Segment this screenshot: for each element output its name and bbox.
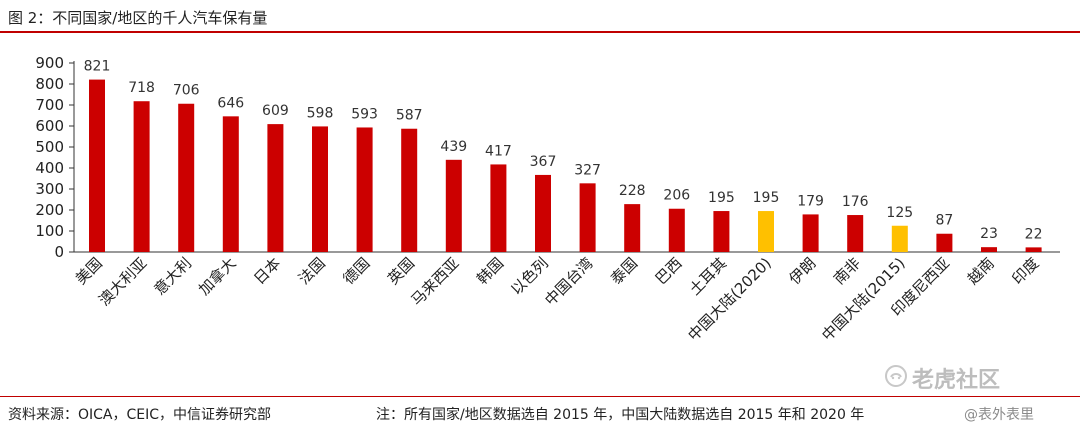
watermark-handle: @表外表里 [964, 407, 1034, 423]
category-label: 美国 [72, 254, 106, 288]
bar [936, 233, 953, 252]
bar-value-label: 593 [351, 106, 378, 122]
bar [133, 101, 150, 252]
category-label: 韩国 [473, 254, 507, 288]
footer-note: 注：所有国家/地区数据选自 2015 年，中国大陆数据选自 2015 年和 20… [376, 407, 865, 423]
bar-value-label: 439 [440, 139, 467, 155]
category-label: 意大利 [150, 254, 195, 299]
bar-value-label: 176 [842, 194, 869, 210]
bar-chart: 0 100 200 300 400 500 600 700 800 900 821 美国 718 澳大利亚… [35, 54, 1060, 345]
bar [579, 183, 596, 252]
y-tick-label: 800 [35, 75, 64, 93]
y-tick-label: 600 [35, 117, 64, 135]
category-label: 中国大陆(2020) [684, 254, 774, 344]
category-label: 南非 [830, 254, 864, 288]
y-tick-label: 0 [54, 243, 64, 261]
bar [356, 127, 373, 252]
footer-source: 资料来源：OICA，CEIC，中信证券研究部 [8, 407, 272, 423]
category-label: 德国 [339, 254, 373, 288]
figure-header: 图 2：不同国家/地区的千人汽车保有量 [0, 0, 1080, 33]
bar [445, 159, 462, 252]
category-label: 巴西 [652, 254, 686, 288]
watermark-text: 老虎社区 [912, 368, 1001, 393]
y-tick-label: 300 [35, 180, 64, 198]
bar [267, 124, 284, 252]
header-rule [0, 31, 1080, 33]
bar-value-label: 821 [84, 59, 111, 75]
bar-value-label: 195 [753, 190, 780, 206]
bar-value-label: 598 [307, 105, 334, 121]
category-label: 中国台湾 [541, 254, 596, 309]
y-tick-label: 900 [35, 54, 64, 72]
category-label: 加拿大 [195, 254, 240, 299]
y-tick-label: 400 [35, 159, 64, 177]
bar-value-label: 417 [485, 143, 512, 159]
category-label: 马来西亚 [407, 254, 462, 309]
bar [847, 215, 864, 252]
y-tick-label: 200 [35, 201, 64, 219]
bar-value-label: 367 [530, 154, 557, 170]
bar-value-label: 646 [217, 95, 244, 111]
category-label: 印度 [1008, 254, 1042, 288]
tiger-community-logo-icon [885, 365, 907, 387]
bar [891, 225, 908, 252]
bar-value-label: 609 [262, 103, 289, 119]
bar [178, 103, 195, 253]
category-label: 伊朗 [785, 254, 819, 288]
figure-title: 图 2：不同国家/地区的千人汽车保有量 [8, 9, 268, 27]
bar [981, 247, 997, 252]
bar [222, 116, 239, 252]
bar [624, 204, 641, 252]
bar-value-label: 22 [1025, 226, 1043, 242]
y-tick-label: 700 [35, 96, 64, 114]
bar [1025, 247, 1042, 252]
y-tick-label: 500 [35, 138, 64, 156]
category-label: 法国 [295, 254, 329, 288]
category-label: 日本 [250, 254, 284, 288]
category-label: 越南 [964, 254, 998, 288]
bar [535, 174, 551, 252]
bar-value-label: 125 [886, 205, 913, 221]
footer-rule [0, 396, 1080, 397]
bar-value-label: 206 [663, 188, 690, 204]
bar [312, 126, 328, 252]
bar-value-label: 179 [797, 193, 824, 209]
bar-value-label: 23 [980, 226, 998, 242]
bar [490, 164, 507, 252]
bar [668, 208, 685, 252]
bar-value-label: 228 [619, 183, 646, 199]
bar [89, 79, 105, 252]
category-label: 泰国 [607, 254, 641, 288]
bar [802, 214, 819, 252]
bar-value-label: 327 [574, 162, 601, 178]
bar-value-label: 87 [935, 213, 953, 229]
category-label: 澳大利亚 [95, 254, 150, 309]
bar-value-label: 587 [396, 108, 423, 124]
bar [713, 211, 730, 252]
bar [758, 211, 774, 252]
bar [401, 128, 418, 252]
bar-value-label: 718 [128, 80, 155, 96]
y-tick-label: 100 [35, 222, 64, 240]
category-label: 英国 [384, 254, 418, 288]
bar-value-label: 706 [173, 83, 200, 99]
bar-value-label: 195 [708, 190, 735, 206]
